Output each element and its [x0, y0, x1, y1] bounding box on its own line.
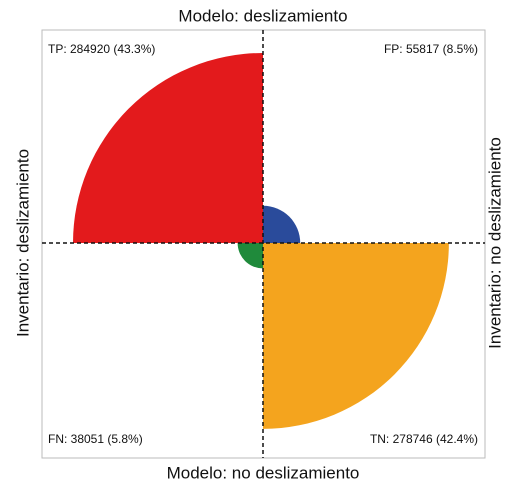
bottom-label: Modelo: no deslizamiento: [167, 463, 360, 482]
quadrant-sector: [73, 53, 263, 243]
quadrant-label: TN: 278746 (42.4%): [370, 432, 478, 446]
quadrant-label: TP: 284920 (43.3%): [48, 42, 155, 56]
quadrant-sector: [237, 243, 263, 269]
quadrant-label: FN: 38051 (5.8%): [48, 432, 143, 446]
quadrant-label: FP: 55817 (8.5%): [384, 42, 478, 56]
top-label: Modelo: deslizamiento: [178, 6, 347, 25]
quadrant-sector: [263, 243, 449, 429]
quadrant-sector: [263, 205, 301, 243]
left-label: Inventario: deslizamiento: [13, 149, 32, 337]
right-label: Inventario: no deslizamiento: [485, 137, 504, 349]
